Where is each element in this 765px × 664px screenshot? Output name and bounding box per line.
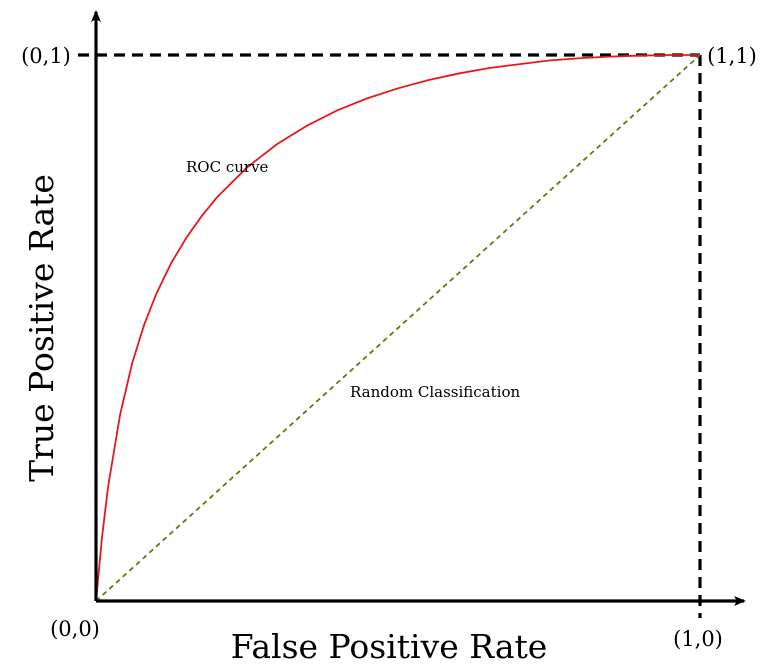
random-classification-annotation: Random Classification: [350, 383, 520, 401]
roc-curve-line: [95, 54, 700, 602]
roc-curve-annotation: ROC curve: [186, 158, 269, 176]
y-end-label: (0,1): [21, 44, 71, 68]
x-end-label: (1,0): [673, 627, 723, 651]
random-classification-line: [95, 54, 701, 602]
origin-label: (0,0): [50, 617, 100, 641]
top-right-label: (1,1): [707, 44, 757, 68]
y-axis-title: True Positive Rate: [22, 174, 61, 482]
x-axis-title: False Positive Rate: [231, 627, 548, 664]
